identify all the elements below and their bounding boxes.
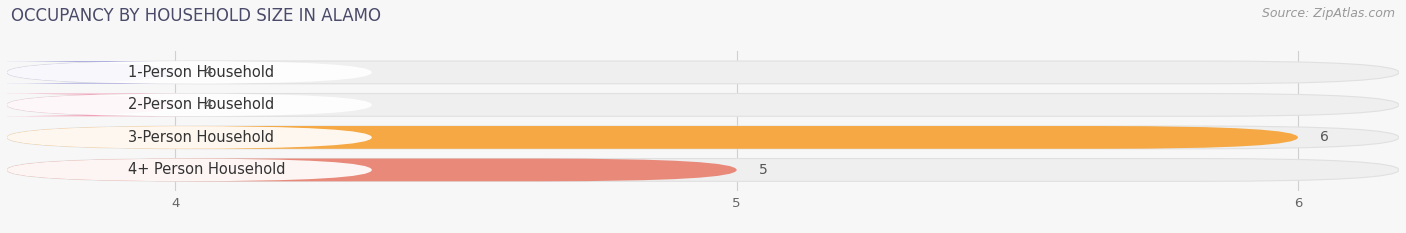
FancyBboxPatch shape: [7, 61, 1399, 84]
Text: 4: 4: [204, 98, 212, 112]
Text: Source: ZipAtlas.com: Source: ZipAtlas.com: [1261, 7, 1395, 20]
FancyBboxPatch shape: [7, 158, 1399, 181]
FancyBboxPatch shape: [7, 158, 371, 181]
Text: 5: 5: [759, 163, 768, 177]
FancyBboxPatch shape: [0, 61, 204, 84]
FancyBboxPatch shape: [7, 158, 737, 181]
Text: 1-Person Household: 1-Person Household: [128, 65, 274, 80]
FancyBboxPatch shape: [7, 93, 1399, 116]
Text: 2-Person Household: 2-Person Household: [128, 97, 274, 112]
Text: 6: 6: [1320, 130, 1329, 144]
FancyBboxPatch shape: [7, 93, 371, 116]
FancyBboxPatch shape: [7, 126, 371, 149]
Text: 3-Person Household: 3-Person Household: [128, 130, 274, 145]
Text: 4: 4: [204, 65, 212, 79]
FancyBboxPatch shape: [7, 126, 1399, 149]
FancyBboxPatch shape: [7, 61, 371, 84]
Text: OCCUPANCY BY HOUSEHOLD SIZE IN ALAMO: OCCUPANCY BY HOUSEHOLD SIZE IN ALAMO: [11, 7, 381, 25]
FancyBboxPatch shape: [7, 126, 1298, 149]
FancyBboxPatch shape: [0, 93, 204, 116]
Text: 4+ Person Household: 4+ Person Household: [128, 162, 285, 177]
